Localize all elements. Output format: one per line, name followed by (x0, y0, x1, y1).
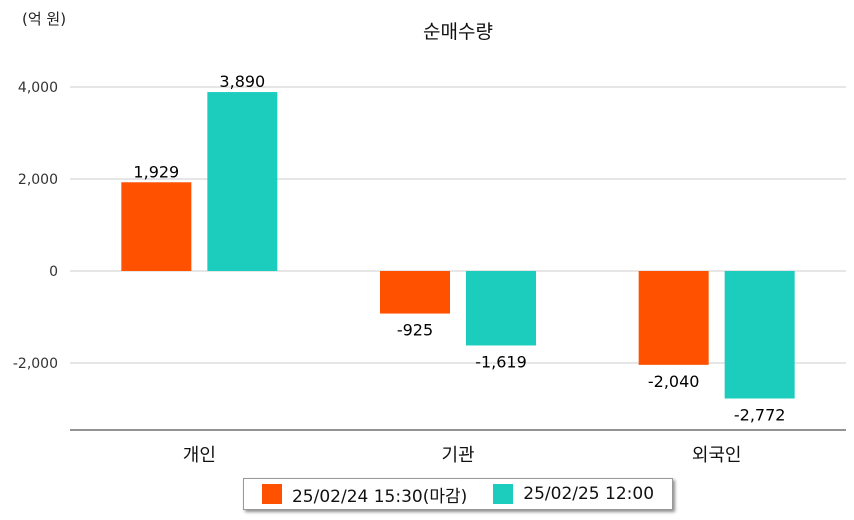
y-tick-label: 0 (49, 264, 58, 280)
unit-label: (억 원) (22, 10, 66, 28)
data-label: 3,890 (219, 72, 265, 91)
value-labels: 1,929 3,890 -925 -1,619 -2,040 -2,772 (133, 72, 785, 424)
bar-2-1[interactable] (207, 92, 278, 271)
y-tick-label: 2,000 (18, 172, 58, 188)
bar-1-1[interactable] (121, 182, 192, 271)
x-tick-label: 외국인 (692, 445, 742, 466)
y-tick-label: -2,000 (13, 356, 58, 372)
grid-lines (70, 86, 846, 364)
legend-swatch-series-1 (261, 484, 282, 504)
legend-item-series-2[interactable]: 25/02/25 12:00 (493, 484, 654, 504)
bar-2-2[interactable] (466, 271, 536, 346)
chart-title: 순매수량 (423, 21, 493, 43)
data-label: -1,619 (475, 352, 527, 371)
data-label: 1,929 (133, 162, 179, 181)
data-label: -2,772 (734, 406, 786, 425)
legend-label-series-1: 25/02/24 15:30(마감) (291, 486, 468, 507)
y-tick-label: 4,000 (18, 80, 58, 96)
y-axis: 4,000 2,000 0 -2,000 (13, 80, 58, 372)
x-tick-label: 기관 (441, 445, 474, 466)
x-tick-label: 개인 (183, 445, 216, 466)
x-axis: 개인 기관 외국인 (70, 429, 846, 466)
bar-1-2[interactable] (380, 271, 450, 314)
bars (121, 92, 795, 399)
legend-swatch-series-2 (493, 484, 514, 504)
data-label: -2,040 (648, 372, 700, 391)
legend-label-series-2: 25/02/25 12:00 (523, 484, 655, 504)
bar-1-3[interactable] (638, 271, 709, 365)
data-label: -925 (397, 321, 433, 340)
legend: 25/02/24 15:30(마감) 25/02/25 12:00 (243, 478, 673, 510)
bar-2-3[interactable] (724, 271, 795, 399)
legend-item-series-1[interactable]: 25/02/24 15:30(마감) (261, 482, 468, 507)
